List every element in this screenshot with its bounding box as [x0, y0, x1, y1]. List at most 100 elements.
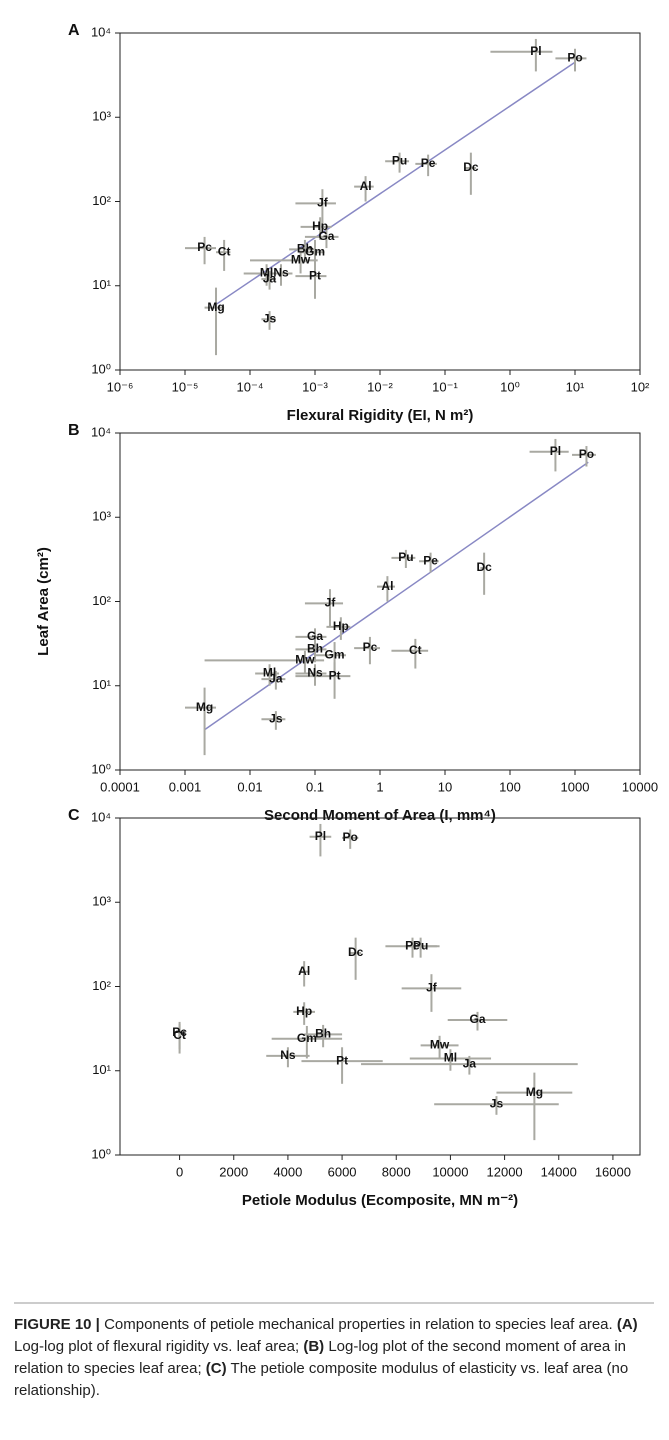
figure: A 10⁻⁶ 10⁻⁵ 10⁻⁴ 10⁻³ 10⁻² 10⁻¹ 10⁰ 10¹ 10² 10⁰ 10¹… — [35, 22, 658, 1209]
point-label: Pt — [336, 1053, 348, 1067]
x-tick-label: 16000 — [595, 1164, 631, 1179]
x-tick-label: 10⁻⁵ — [172, 379, 199, 394]
x-axis-label: Second Moment of Area (I, mm⁴) — [264, 807, 496, 824]
y-tick-label: 10² — [92, 978, 111, 993]
caption-part: (C) — [205, 1360, 227, 1377]
y-tick-label: 10³ — [92, 509, 111, 524]
x-tick-label: 10 — [438, 779, 452, 794]
y-tick-label: 10³ — [92, 894, 111, 909]
point-label: Bh — [315, 1027, 331, 1041]
caption-part: Log-log plot of the second moment of are… — [14, 1338, 627, 1377]
point-label: Pu — [398, 550, 413, 564]
point-label: Hp — [296, 1004, 312, 1018]
y-tick-label: 10⁰ — [91, 761, 111, 776]
panel-letter: B — [68, 422, 80, 439]
plot-frame — [119, 817, 641, 1156]
caption-part: Components of petiole mechanical propert… — [104, 1316, 613, 1333]
point-label: Mw — [430, 1038, 450, 1052]
point-label: Po — [343, 830, 358, 844]
x-tick-label: 6000 — [328, 1164, 357, 1179]
point-label: Ml — [444, 1051, 457, 1065]
point-label: Pt — [329, 668, 341, 682]
point-label: Ct — [173, 1028, 186, 1042]
panel-letter: C — [68, 807, 80, 824]
x-tick-label: 10⁻³ — [302, 379, 328, 394]
point-label: Bh — [307, 642, 323, 656]
point-label: Gm — [325, 647, 345, 661]
x-tick-label: 0.0001 — [100, 779, 140, 794]
plot-frame — [119, 432, 641, 771]
plot-frame — [119, 32, 641, 371]
point-label: Pe — [421, 156, 436, 170]
x-tick-label: 10⁻⁴ — [237, 379, 264, 394]
point-label: Ml — [260, 266, 273, 280]
point-label: Ja — [263, 271, 277, 285]
point-label: Pc — [363, 640, 378, 654]
x-tick-label: 100 — [499, 779, 521, 794]
point-label: Mw — [295, 653, 315, 667]
point-label: Pe — [405, 938, 420, 952]
point-label: Mg — [526, 1085, 543, 1099]
y-tick-label: 10⁰ — [91, 1146, 111, 1161]
x-tick-label: 10000 — [432, 1164, 468, 1179]
point-label: Pl — [530, 44, 541, 58]
point-label: Js — [490, 1096, 504, 1110]
point-label: Pc — [197, 240, 212, 254]
point-label: Hp — [333, 619, 349, 633]
point-label: Pl — [550, 444, 561, 458]
point-label: Ns — [273, 266, 289, 280]
point-label: Js — [263, 311, 277, 325]
point-label: Gm — [297, 1031, 317, 1045]
point-label: Jf — [426, 981, 438, 995]
x-tick-label: 10⁻² — [367, 379, 393, 394]
y-tick-label: 10² — [92, 593, 111, 608]
x-tick-label: 0 — [176, 1164, 183, 1179]
point-label: Pu — [413, 938, 428, 952]
x-tick-label: 10² — [631, 379, 650, 394]
point-label: Dc — [463, 160, 479, 174]
y-tick-label: 10² — [92, 193, 111, 208]
x-tick-label: 0.01 — [237, 779, 262, 794]
point-label: Ct — [409, 643, 422, 657]
x-tick-label: 4000 — [273, 1164, 302, 1179]
point-label: Po — [579, 447, 594, 461]
x-tick-label: 12000 — [487, 1164, 523, 1179]
y-tick-label: 10⁴ — [91, 809, 111, 824]
point-label: Al — [360, 179, 372, 193]
x-tick-label: 1 — [376, 779, 383, 794]
point-label: Mg — [207, 300, 224, 314]
x-tick-label: 10⁰ — [500, 379, 520, 394]
point-label: Pl — [315, 829, 326, 843]
caption-part: (A) — [616, 1316, 638, 1333]
x-axis-label: Flexural Rigidity (EI, N m²) — [287, 407, 474, 424]
point-label: Gm — [305, 244, 325, 258]
y-axis-label: Leaf Area (cm²) — [35, 547, 52, 656]
point-label: Al — [381, 579, 393, 593]
point-label: Al — [298, 964, 310, 978]
point-label: Po — [567, 51, 582, 65]
x-axis-label: Petiole Modulus (Ecomposite, MN m⁻²) — [242, 1192, 518, 1209]
caption-part: FIGURE 10 | — [14, 1316, 100, 1333]
x-tick-label: 10⁻⁶ — [107, 379, 134, 394]
caption-part: The petiole composite modulus of elastic… — [14, 1360, 629, 1399]
y-tick-label: 10¹ — [92, 277, 111, 292]
x-tick-label: 0.1 — [306, 779, 324, 794]
x-tick-label: 1000 — [561, 779, 590, 794]
point-label: Pe — [423, 553, 438, 567]
point-label: Ga — [307, 629, 323, 643]
point-label: Pu — [392, 153, 407, 167]
point-label: Mg — [196, 700, 213, 714]
x-tick-label: 2000 — [219, 1164, 248, 1179]
panel-letter: A — [68, 22, 80, 39]
point-label: Ja — [269, 671, 283, 685]
point-label: Jf — [325, 596, 337, 610]
y-tick-label: 10¹ — [92, 677, 111, 692]
y-tick-label: 10⁰ — [91, 361, 111, 376]
y-tick-label: 10⁴ — [91, 424, 111, 439]
caption-part: Log-log plot of flexural rigidity vs. le… — [14, 1338, 300, 1355]
x-tick-label: 10⁻¹ — [432, 379, 458, 394]
point-label: Ns — [280, 1048, 296, 1062]
point-label: Ct — [218, 244, 231, 258]
point-label: Ga — [469, 1012, 485, 1026]
